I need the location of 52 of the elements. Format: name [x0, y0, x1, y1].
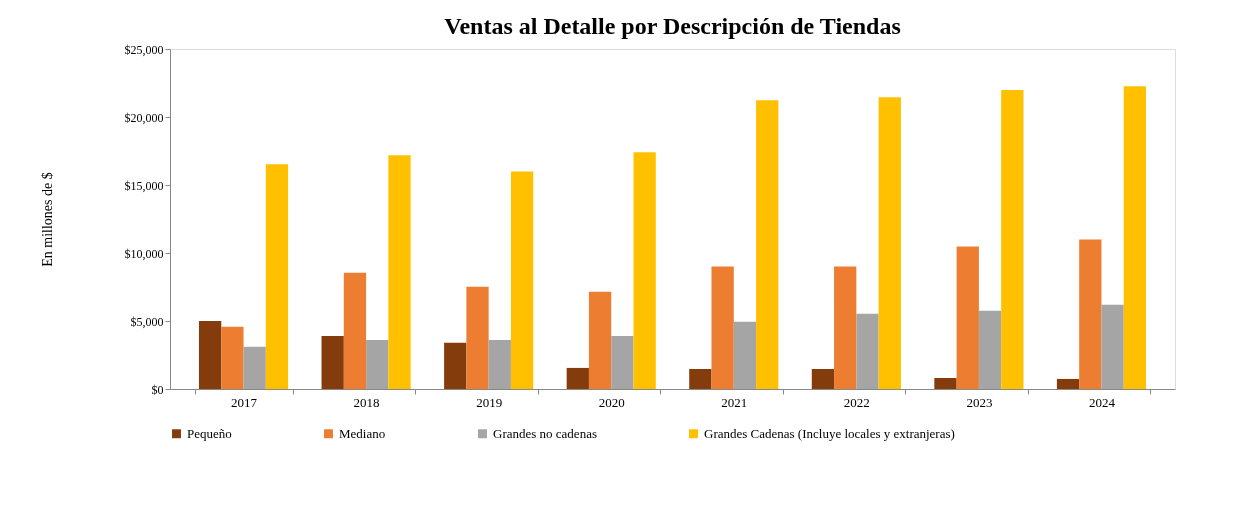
- bar: [510, 171, 534, 389]
- y-tick-label: $10,000: [124, 246, 164, 261]
- y-axis-title: En millones de $: [39, 172, 55, 267]
- bar: [1056, 378, 1080, 389]
- x-tick-label: 2024: [1088, 394, 1116, 410]
- bar: [198, 321, 222, 389]
- x-tick-label: 2022: [843, 394, 870, 410]
- y-tick-label: $20,000: [124, 110, 164, 125]
- bar: [834, 266, 857, 389]
- legend-label: Pequeño: [187, 425, 232, 441]
- bar: [1001, 90, 1024, 389]
- bar: [956, 246, 979, 389]
- bar: [243, 346, 266, 389]
- bar: [711, 266, 734, 389]
- bar: [811, 369, 835, 389]
- bar: [756, 100, 779, 389]
- bar: [566, 367, 589, 389]
- bar: [934, 377, 957, 389]
- bar: [689, 369, 712, 389]
- bar: [321, 335, 344, 389]
- chart-title: Ventas al Detalle por Descripción de Tiendas: [444, 13, 901, 39]
- bar: [444, 342, 467, 389]
- bar: [633, 152, 656, 389]
- bar: [588, 291, 612, 389]
- y-tick-label: $15,000: [124, 178, 164, 193]
- x-tick-label: 2020: [598, 394, 625, 410]
- bar: [978, 310, 1002, 389]
- bar: [1123, 86, 1147, 389]
- bar: [388, 155, 411, 389]
- y-tick-label: $0: [151, 382, 164, 397]
- bar: [366, 339, 389, 389]
- x-tick-label: 2018: [353, 394, 380, 410]
- legend-label: Mediano: [339, 425, 386, 441]
- bar: [1101, 304, 1124, 389]
- bar: [878, 97, 901, 389]
- y-tick-label: $25,000: [124, 42, 164, 57]
- bar: [466, 286, 489, 389]
- legend-label: Grandes no cadenas: [493, 425, 597, 441]
- x-tick-label: 2021: [721, 394, 748, 410]
- y-tick-label: $5,000: [130, 314, 164, 329]
- bar: [221, 326, 244, 389]
- bar: [733, 321, 757, 389]
- bar: [611, 335, 634, 389]
- x-tick-label: 2017: [231, 394, 258, 410]
- bar: [488, 339, 511, 389]
- bar: [1079, 239, 1102, 389]
- bar: [265, 164, 289, 389]
- legend-label: Grandes Cadenas (Incluye locales y extranjeras): [704, 425, 955, 441]
- x-tick-label: 2023: [966, 394, 993, 410]
- bar: [343, 272, 367, 389]
- bar: [856, 313, 879, 389]
- x-tick-label: 2019: [476, 394, 503, 410]
